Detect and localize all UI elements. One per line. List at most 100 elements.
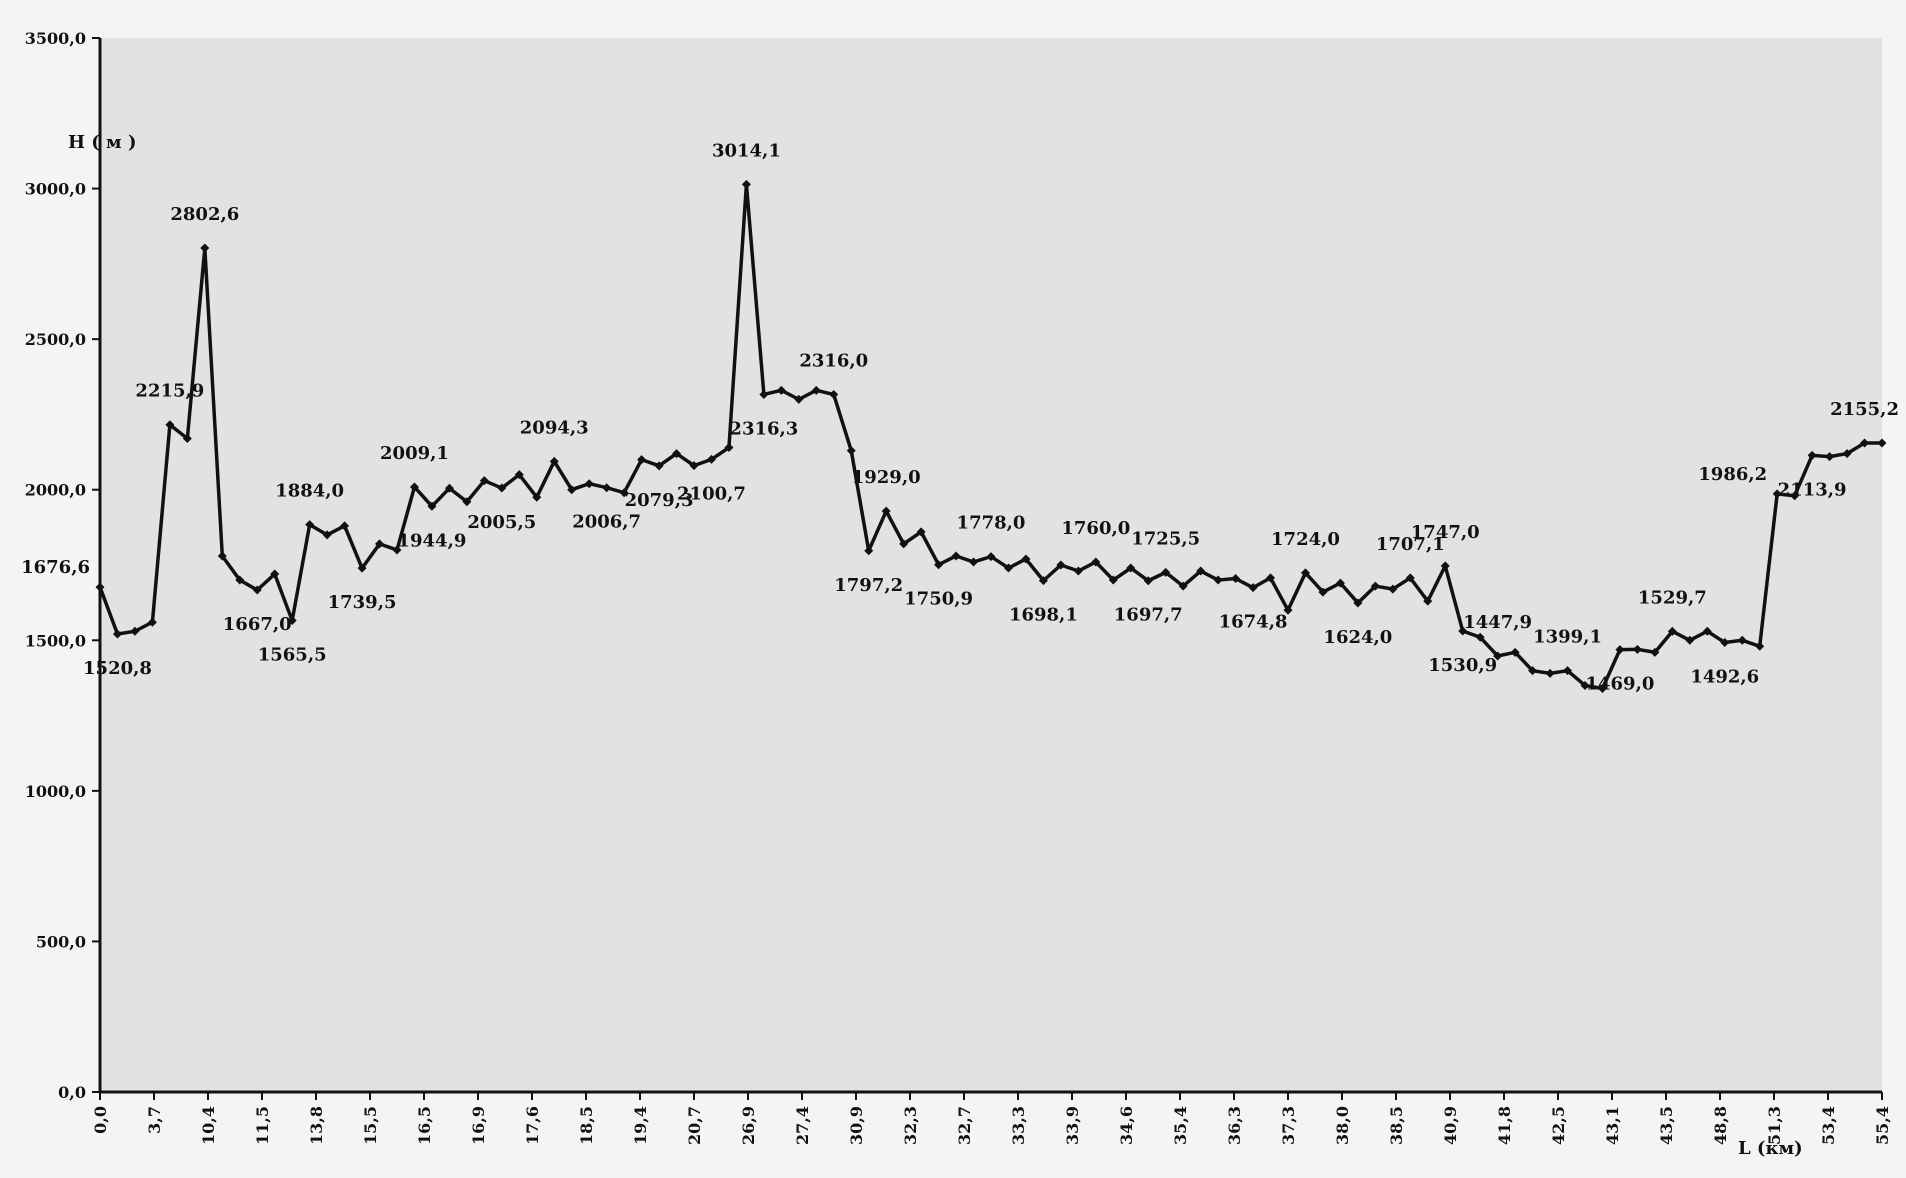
data-point xyxy=(1632,644,1642,654)
data-point xyxy=(130,626,140,636)
data-point xyxy=(724,443,734,453)
data-point xyxy=(1737,635,1747,645)
data-point xyxy=(462,497,472,507)
data-point xyxy=(811,385,821,395)
data-point xyxy=(1003,563,1013,573)
x-tick-label: 51,3 xyxy=(1765,1106,1784,1145)
data-label: 1724,0 xyxy=(1271,529,1340,550)
x-tick-label: 0,0 xyxy=(91,1106,110,1134)
data-point xyxy=(1143,576,1153,586)
data-point xyxy=(654,461,664,471)
data-point xyxy=(1108,575,1118,585)
data-point xyxy=(1126,563,1136,573)
data-point xyxy=(112,629,122,639)
x-tick-label: 18,5 xyxy=(577,1106,596,1145)
data-label: 1707,1 xyxy=(1376,534,1445,555)
y-tick-label: 2500,0 xyxy=(25,330,86,349)
x-tick-label: 17,6 xyxy=(523,1106,542,1145)
data-point xyxy=(182,434,192,444)
data-label: 2079,3 xyxy=(625,490,694,511)
data-point xyxy=(532,492,542,502)
y-tick-label: 0,0 xyxy=(58,1083,86,1102)
data-label: 2094,3 xyxy=(520,417,589,438)
x-tick-label: 3,7 xyxy=(145,1106,164,1134)
data-point xyxy=(1335,578,1345,588)
data-label: 1697,7 xyxy=(1114,605,1183,626)
x-tick-label: 33,9 xyxy=(1063,1106,1082,1145)
x-tick-label: 30,9 xyxy=(847,1106,866,1145)
data-point xyxy=(1720,638,1730,648)
data-point xyxy=(1248,583,1258,593)
data-label: 2215,9 xyxy=(135,381,204,402)
data-label: 1674,8 xyxy=(1219,612,1288,633)
x-tick-label: 11,5 xyxy=(253,1106,272,1145)
data-point xyxy=(1510,647,1520,657)
data-point xyxy=(1877,438,1887,448)
data-label: 1725,5 xyxy=(1131,528,1200,549)
data-point xyxy=(776,385,786,395)
x-tick-label: 34,6 xyxy=(1117,1106,1136,1145)
data-point xyxy=(1196,566,1206,576)
data-point xyxy=(409,482,419,492)
data-point xyxy=(672,449,682,459)
data-label: 1884,0 xyxy=(275,481,344,502)
data-point xyxy=(1283,605,1293,615)
data-point xyxy=(200,243,210,253)
x-tick-label: 48,8 xyxy=(1711,1106,1730,1145)
data-point xyxy=(1021,554,1031,564)
data-point xyxy=(444,483,454,493)
data-point xyxy=(881,506,891,516)
data-label: 1565,5 xyxy=(258,645,327,666)
data-label: 2155,2 xyxy=(1830,399,1899,420)
data-label: 2005,5 xyxy=(467,512,536,533)
data-point xyxy=(1597,683,1607,693)
data-point xyxy=(602,483,612,493)
x-tick-label: 38,0 xyxy=(1333,1106,1352,1145)
data-point xyxy=(1580,680,1590,690)
data-label: 2009,1 xyxy=(380,443,449,464)
x-tick-label: 13,8 xyxy=(307,1106,326,1145)
data-point xyxy=(375,539,385,549)
x-tick-label: 42,5 xyxy=(1549,1106,1568,1145)
x-tick-label: 32,7 xyxy=(955,1106,974,1145)
data-point xyxy=(479,476,489,486)
x-tick-label: 27,4 xyxy=(793,1106,812,1145)
data-label: 1760,0 xyxy=(1061,518,1130,539)
data-label: 2100,7 xyxy=(677,483,746,504)
data-point xyxy=(741,179,751,189)
data-point xyxy=(969,557,979,567)
x-tick-label: 43,5 xyxy=(1657,1106,1676,1145)
y-tick-label: 3000,0 xyxy=(25,180,86,199)
data-point xyxy=(584,479,594,489)
data-label: 2316,3 xyxy=(729,418,798,439)
data-label: 1492,6 xyxy=(1690,667,1759,688)
data-point xyxy=(1231,574,1241,584)
data-point xyxy=(637,455,647,465)
data-label: 2316,0 xyxy=(799,351,868,372)
data-point xyxy=(1842,449,1852,459)
data-point xyxy=(1161,567,1171,577)
x-tick-label: 10,4 xyxy=(199,1106,218,1145)
data-label: 2006,7 xyxy=(572,512,641,533)
data-point xyxy=(322,530,332,540)
data-point xyxy=(1091,557,1101,567)
x-tick-label: 37,3 xyxy=(1279,1106,1298,1145)
data-label: 1399,1 xyxy=(1533,627,1602,648)
x-tick-label: 26,9 xyxy=(739,1106,758,1145)
data-point xyxy=(1440,561,1450,571)
x-tick-label: 16,5 xyxy=(415,1106,434,1145)
data-point xyxy=(986,552,996,562)
data-point xyxy=(846,446,856,456)
data-point xyxy=(497,483,507,493)
data-point xyxy=(1213,575,1223,585)
data-point xyxy=(165,420,175,430)
data-point xyxy=(1056,560,1066,570)
data-point xyxy=(1685,635,1695,645)
data-point xyxy=(1178,581,1188,591)
data-point xyxy=(1353,598,1363,608)
plot-area xyxy=(100,38,1882,1092)
x-tick-label: 55,4 xyxy=(1873,1106,1892,1145)
data-point xyxy=(357,563,367,573)
y-axis-title: H ( м ) xyxy=(68,132,136,153)
data-point xyxy=(1807,450,1817,460)
